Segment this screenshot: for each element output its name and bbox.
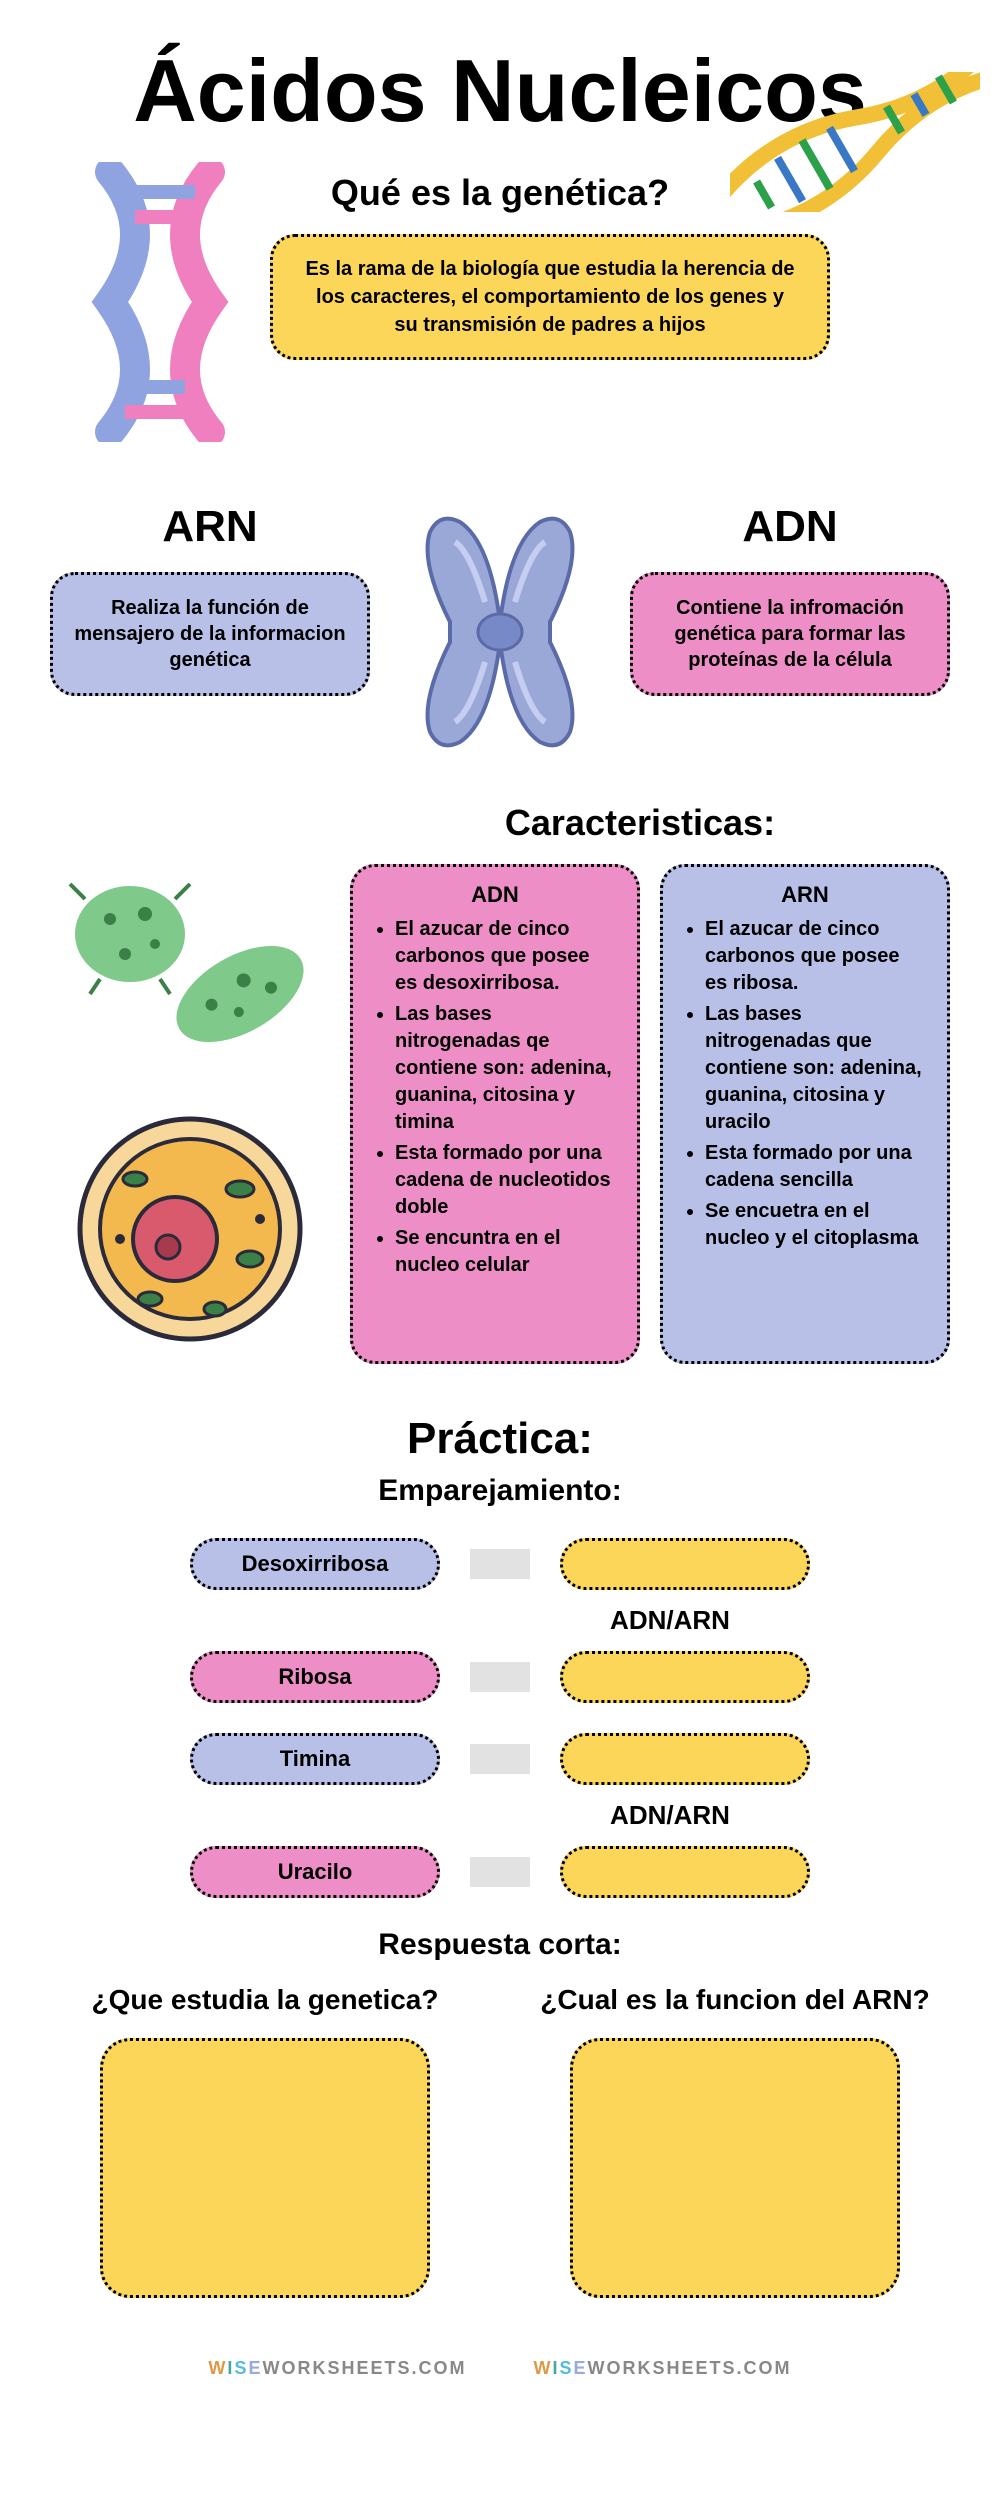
match-connector [470,1744,530,1774]
arn-char-list: El azucar de cinco carbonos que posee es… [683,916,927,1252]
match-answer-blank[interactable] [560,1538,810,1590]
practice-title: Práctica: [50,1414,950,1464]
microbe-icon [50,864,330,1069]
footer-watermark: WISEWORKSHEETS.COM WISEWORKSHEETS.COM [50,2358,950,2379]
matching-title: Emparejamiento: [50,1474,950,1508]
match-group1-label: ADN/ARN [530,1605,810,1636]
match-group2-label: ADN/ARN [530,1800,810,1831]
matching-group-2: Timina ADN/ARN Uracilo [190,1733,810,1898]
arn-char-title: ARN [683,882,927,908]
adn-char-list: El azucar de cinco carbonos que posee es… [373,916,617,1279]
answer-box-1[interactable] [100,2038,430,2298]
adn-char-title: ADN [373,882,617,908]
adn-characteristics-box: ADN El azucar de cinco carbonos que pose… [350,864,640,1364]
arn-characteristics-box: ARN El azucar de cinco carbonos que pose… [660,864,950,1364]
short-answer-section: ¿Que estudia la genetica? ¿Cual es la fu… [50,1982,950,2298]
arn-description-box: Realiza la función de mensajero de la in… [50,572,370,696]
genetics-definition-box: Es la rama de la biología que estudia la… [270,234,830,360]
match-connector [470,1662,530,1692]
cell-icon [50,1099,330,1364]
characteristics-section: ADN El azucar de cinco carbonos que pose… [50,864,950,1364]
arn-adn-section: ARN Realiza la función de mensajero de l… [50,502,950,762]
short-answer-title: Respuesta corta: [50,1928,950,1962]
short-answer-q2: ¿Cual es la funcion del ARN? [520,1982,950,2018]
match-answer-blank[interactable] [560,1733,810,1785]
match-connector [470,1549,530,1579]
match-pill-ribosa: Ribosa [190,1651,440,1703]
match-connector [470,1857,530,1887]
chromosome-icon [400,502,600,762]
answer-box-2[interactable] [570,2038,900,2298]
match-answer-blank[interactable] [560,1651,810,1703]
arn-title: ARN [50,502,370,552]
match-pill-uracilo: Uracilo [190,1846,440,1898]
characteristics-title: Caracteristicas: [330,802,950,844]
dna-helix-icon [80,162,240,442]
match-answer-blank[interactable] [560,1846,810,1898]
short-answer-q1: ¿Que estudia la genetica? [50,1982,480,2018]
adn-description-box: Contiene la infromación genética para fo… [630,572,950,696]
adn-title: ADN [630,502,950,552]
dna-strand-icon [730,72,980,212]
matching-group-1: Desoxirribosa ADN/ARN Ribosa [190,1538,810,1703]
intro-section: Qué es la genética? Es la rama de la bio… [50,172,950,472]
match-pill-timina: Timina [190,1733,440,1785]
match-pill-desoxirribosa: Desoxirribosa [190,1538,440,1590]
